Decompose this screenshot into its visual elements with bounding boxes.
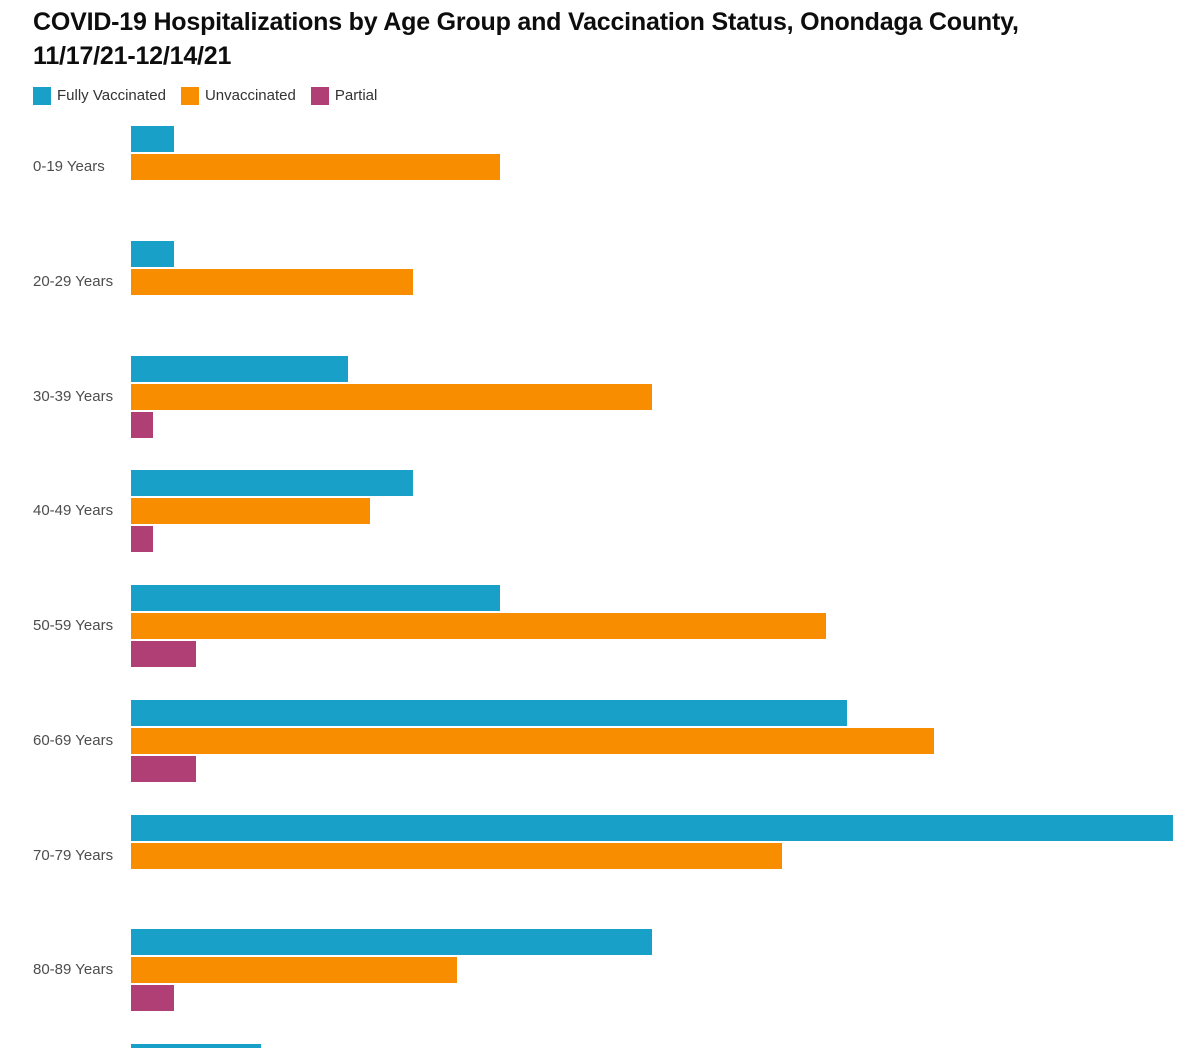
bar-fully-vaccinated-0-19-years <box>131 126 174 152</box>
bar-unvaccinated-50-59-years <box>131 613 826 639</box>
bar-fully-vaccinated-60-69-years <box>131 699 847 726</box>
bar-partial-50-59-years <box>131 641 196 667</box>
bar-partial-40-49-years <box>131 526 153 553</box>
bar-partial-30-39-years <box>131 411 153 438</box>
category-label-70-79-years: 70-79 Years <box>33 846 114 864</box>
category-label-80-89-years: 80-89 Years <box>33 961 114 979</box>
bar-unvaccinated-20-29-years <box>131 268 413 295</box>
legend-swatch-fully-vaccinated-icon <box>33 87 51 105</box>
chart-title-line2: 11/17/21-12/14/21 <box>33 42 232 70</box>
category-label-60-69-years: 60-69 Years <box>33 731 114 749</box>
bar-unvaccinated-30-39-years <box>131 383 652 410</box>
chart-title: COVID-19 Hospitalizations by Age Group a… <box>33 5 1019 73</box>
chart-title-line1: COVID-19 Hospitalizations by Age Group a… <box>33 8 1019 36</box>
bar-unvaccinated-40-49-years <box>131 498 370 525</box>
bar-unvaccinated-70-79-years <box>131 842 782 869</box>
bar-fully-vaccinated-50-59-years <box>131 585 500 611</box>
legend-swatch-unvaccinated-icon <box>180 87 199 105</box>
legend-label-fully-vaccinated: Fully Vaccinated <box>57 87 166 104</box>
bar-partial-80-89-years <box>131 985 174 1012</box>
legend-item-fully-vaccinated: Fully Vaccinated <box>33 87 166 105</box>
legend-swatch-partial-icon <box>310 87 329 105</box>
category-label-40-49-years: 40-49 Years <box>33 502 114 520</box>
bar-unvaccinated-80-89-years <box>131 957 457 984</box>
category-label-30-39-years: 30-39 Years <box>33 387 114 405</box>
bar-fully-vaccinated-20-29-years <box>131 240 174 267</box>
bar-fully-vaccinated-80-89-years <box>131 929 652 956</box>
bar-fully-vaccinated-40-49-years <box>131 470 413 497</box>
category-label-50-59-years: 50-59 Years <box>33 617 114 634</box>
bar-fully-vaccinated-70-79-years <box>131 814 1173 841</box>
bar-unvaccinated-0-19-years <box>131 154 500 180</box>
legend-label-unvaccinated: Unvaccinated <box>204 87 296 104</box>
legend-item-partial: Partial <box>310 87 378 105</box>
bar-fully-vaccinated-clipped-row <box>131 1044 261 1048</box>
bar-fully-vaccinated-30-39-years <box>131 355 348 382</box>
category-label-20-29-years: 20-29 Years <box>33 272 114 290</box>
legend-label-partial: Partial <box>334 87 378 104</box>
legend: Fully Vaccinated Unvaccinated Partial <box>33 87 377 105</box>
bar-partial-60-69-years <box>131 755 196 782</box>
category-label-0-19-years: 0-19 Years <box>33 158 105 175</box>
bar-unvaccinated-60-69-years <box>131 727 934 754</box>
legend-item-unvaccinated: Unvaccinated <box>180 87 296 105</box>
